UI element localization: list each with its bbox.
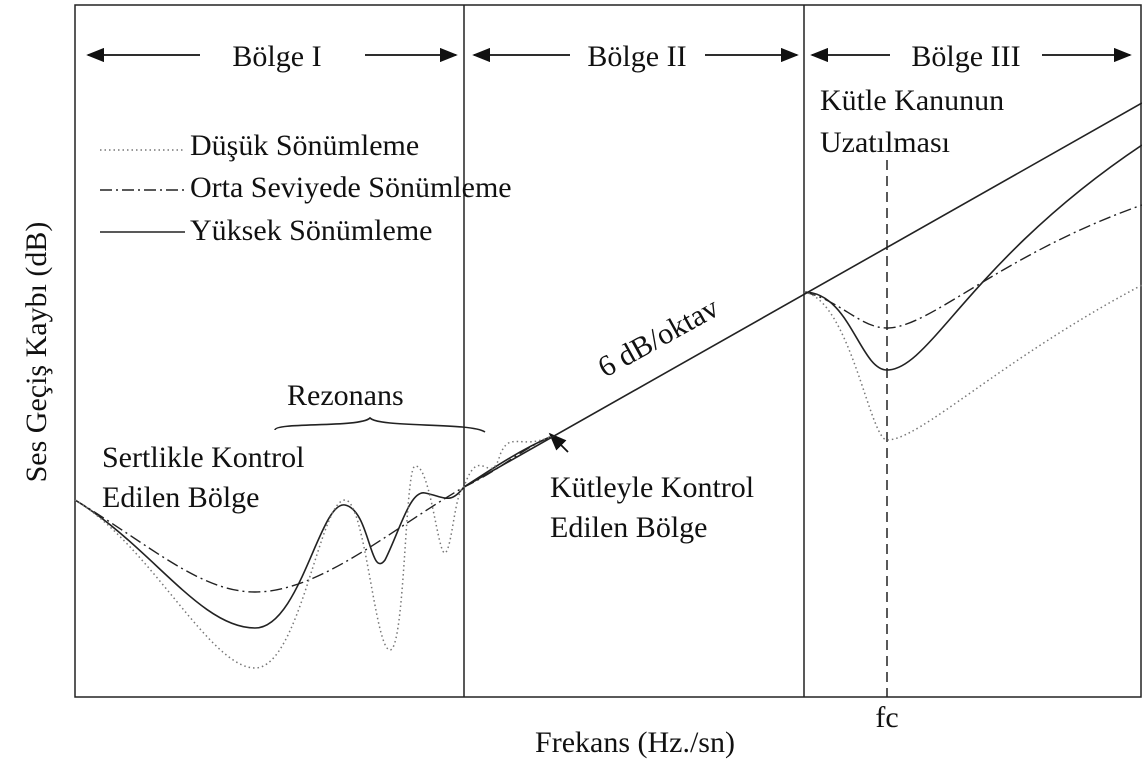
curves [74,102,1142,669]
annotation: 6 dB/oktav [592,291,724,384]
annotation: Kütleyle Kontrol [550,471,754,504]
annotation: Sertlikle Kontrol [102,441,304,474]
region-arrows [86,47,1132,453]
legend-label: Düşük Sönümleme [190,129,419,162]
x-axis-label: Frekans (Hz./sn) [535,726,735,759]
annotation: Uzatılması [820,126,950,159]
axis-labels: Ses Geçiş Kaybı (dB) Frekans (Hz./sn) fc [20,222,899,759]
region-labels: Bölge I Bölge II Bölge III [232,40,1020,73]
region-label: Bölge I [232,40,321,73]
annotation: Rezonans [287,379,404,412]
y-axis-label: Ses Geçiş Kaybı (dB) [20,222,53,483]
region-label: Bölge II [587,40,686,73]
annotation: Kütle Kanunun [820,84,1004,117]
fc-label: fc [875,701,898,734]
annotation: Edilen Bölge [102,481,259,514]
legend: Düşük Sönümleme Orta Seviyede Sönümleme … [100,129,512,247]
legend-label: Orta Seviyede Sönümleme [190,171,512,204]
legend-label: Yüksek Sönümleme [190,214,432,247]
annotation: Edilen Bölge [550,511,707,544]
region-label: Bölge III [911,40,1020,73]
frame [74,4,1142,698]
